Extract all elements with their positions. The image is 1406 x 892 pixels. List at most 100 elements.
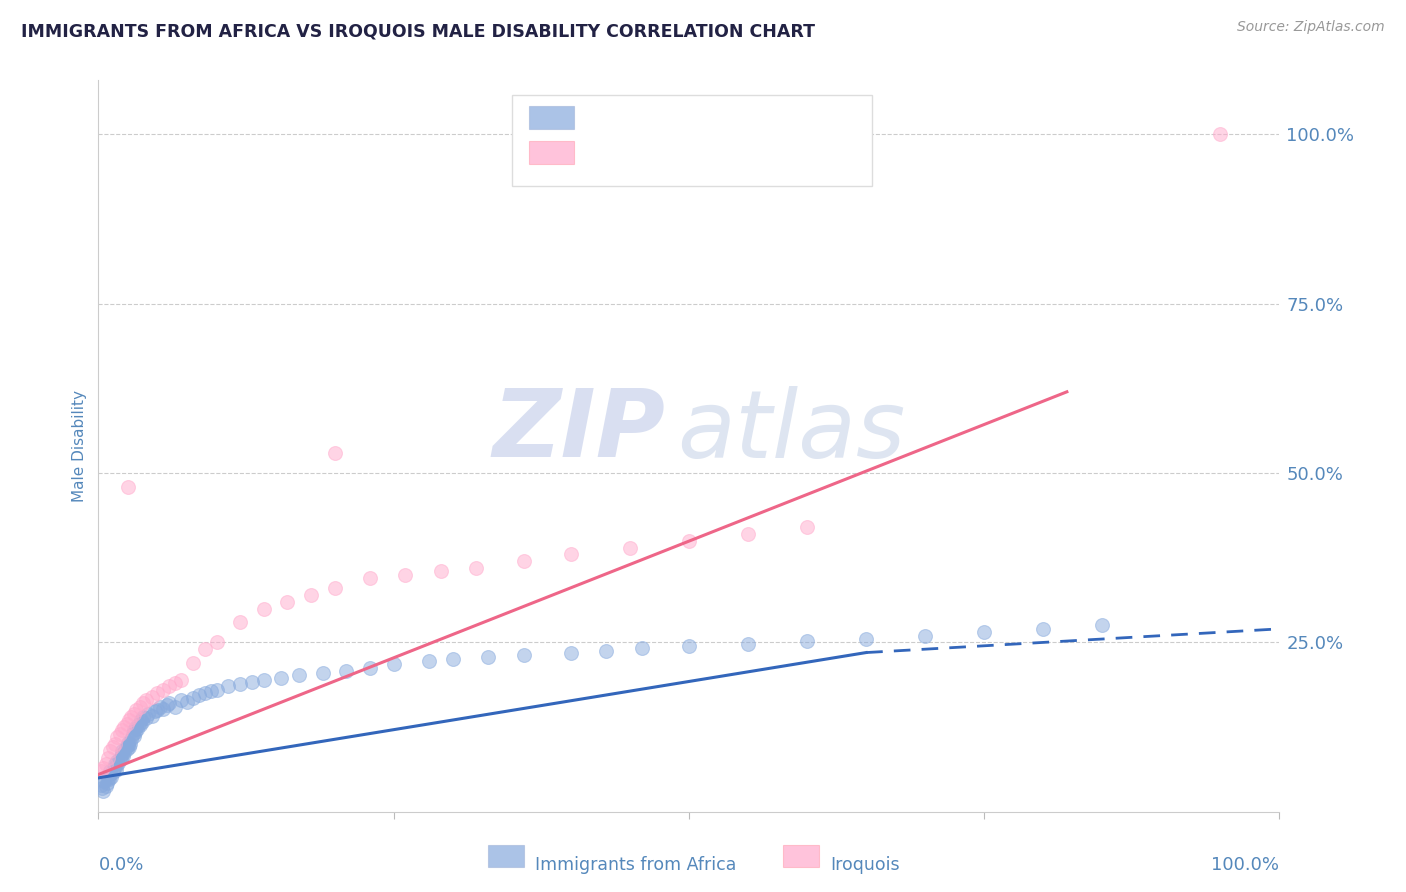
- Point: [107, 756, 129, 770]
- Point: [205, 682, 228, 697]
- Point: [1209, 128, 1232, 142]
- Point: [118, 740, 141, 755]
- Point: [796, 634, 818, 648]
- Point: [914, 629, 936, 643]
- Point: [335, 664, 357, 678]
- Text: Iroquois: Iroquois: [831, 855, 900, 873]
- Point: [512, 554, 534, 568]
- Text: R = 0.359   N = 84: R = 0.359 N = 84: [586, 109, 756, 127]
- Point: [91, 761, 114, 775]
- Point: [737, 637, 759, 651]
- Point: [156, 698, 179, 712]
- Point: [146, 703, 169, 717]
- Point: [122, 723, 145, 738]
- Point: [157, 680, 180, 694]
- Text: Source: ZipAtlas.com: Source: ZipAtlas.com: [1237, 20, 1385, 34]
- Point: [323, 581, 346, 595]
- Point: [200, 684, 222, 698]
- Point: [121, 731, 143, 746]
- Point: [98, 764, 121, 778]
- Point: [1091, 618, 1114, 632]
- Point: [118, 714, 141, 728]
- Point: [117, 736, 139, 750]
- Point: [170, 673, 193, 687]
- Point: [141, 690, 163, 704]
- Point: [619, 541, 641, 555]
- Point: [132, 710, 155, 724]
- Point: [270, 671, 292, 685]
- Text: atlas: atlas: [678, 386, 905, 477]
- Point: [136, 706, 159, 721]
- Point: [165, 699, 187, 714]
- Point: [187, 688, 209, 702]
- Point: [124, 724, 146, 739]
- Point: [122, 706, 145, 721]
- Point: [127, 722, 149, 736]
- Point: [149, 699, 172, 714]
- Text: IMMIGRANTS FROM AFRICA VS IROQUOIS MALE DISABILITY CORRELATION CHART: IMMIGRANTS FROM AFRICA VS IROQUOIS MALE …: [21, 22, 815, 40]
- Point: [973, 625, 995, 640]
- Point: [418, 654, 440, 668]
- Point: [98, 767, 121, 781]
- Point: [253, 673, 276, 687]
- Point: [176, 695, 198, 709]
- Point: [157, 697, 180, 711]
- Point: [229, 677, 252, 691]
- Point: [152, 682, 174, 697]
- Text: R = 0.618   N = 44: R = 0.618 N = 44: [586, 144, 756, 161]
- Point: [93, 774, 115, 789]
- Point: [128, 699, 150, 714]
- Point: [120, 737, 142, 751]
- Point: [595, 643, 617, 657]
- Point: [105, 758, 128, 772]
- Point: [737, 527, 759, 541]
- Point: [97, 771, 120, 785]
- Point: [678, 639, 700, 653]
- Point: [217, 680, 239, 694]
- Point: [323, 446, 346, 460]
- Point: [1032, 622, 1054, 636]
- Point: [135, 693, 157, 707]
- Point: [94, 757, 117, 772]
- Point: [105, 754, 128, 768]
- Point: [796, 520, 818, 534]
- Point: [90, 778, 112, 792]
- Bar: [488, 845, 523, 867]
- Point: [128, 718, 150, 732]
- Point: [630, 640, 652, 655]
- Point: [111, 744, 134, 758]
- Bar: [530, 141, 575, 164]
- Point: [111, 723, 134, 738]
- Point: [146, 686, 169, 700]
- Point: [104, 757, 127, 772]
- Point: [94, 779, 117, 793]
- Point: [132, 697, 155, 711]
- Point: [465, 561, 488, 575]
- Point: [128, 716, 150, 731]
- Text: ZIP: ZIP: [492, 385, 665, 477]
- Point: [91, 780, 114, 795]
- Point: [103, 761, 125, 775]
- Point: [170, 693, 193, 707]
- Point: [121, 710, 143, 724]
- Point: [104, 737, 127, 751]
- Point: [96, 776, 118, 790]
- Point: [111, 747, 134, 761]
- Point: [181, 656, 204, 670]
- Bar: [530, 106, 575, 129]
- Point: [90, 764, 112, 778]
- Point: [117, 739, 139, 753]
- Point: [121, 727, 143, 741]
- Point: [288, 668, 311, 682]
- Point: [91, 784, 114, 798]
- Y-axis label: Male Disability: Male Disability: [72, 390, 87, 502]
- Point: [101, 765, 124, 780]
- Point: [98, 772, 121, 787]
- Point: [560, 547, 582, 561]
- Point: [131, 715, 153, 730]
- Point: [276, 595, 298, 609]
- Point: [105, 730, 128, 744]
- Point: [430, 564, 453, 578]
- Point: [114, 740, 136, 755]
- Point: [253, 601, 276, 615]
